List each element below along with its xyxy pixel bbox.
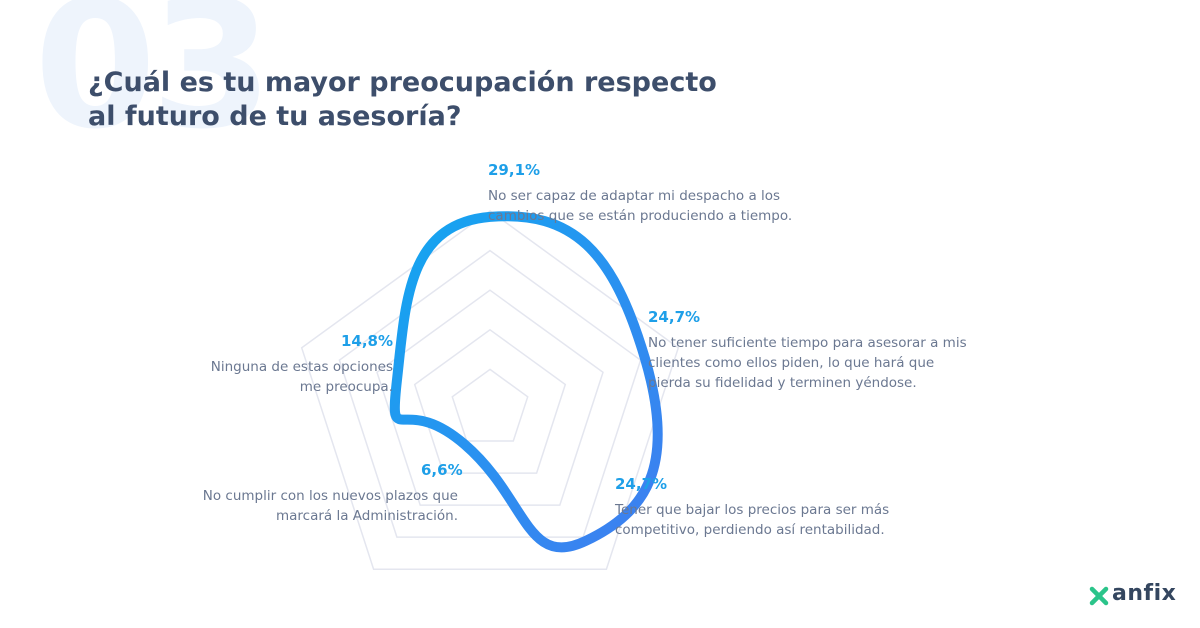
brand-name: anfix [1112,581,1177,606]
grid-ring-2 [413,328,567,474]
axis-label-2: 24,7% Tener que bajar los precios para s… [615,474,915,540]
category-label-3: No cumplir con los nuevos plazos que mar… [202,488,458,524]
page-title: ¿Cuál es tu mayor preocupación respecto … [88,67,717,132]
axis-label-0: 29,1% No ser capaz de adaptar mi despach… [488,160,828,226]
value-label-0: 29,1% [488,161,541,179]
axis-label-4: 14,8% Ninguna de estas opciones me preoc… [190,331,393,397]
category-label-1: No tener suficiente tiempo para asesorar… [648,335,967,391]
value-label-2: 24,7% [615,475,668,493]
value-label-4: 14,8% [340,332,393,350]
grid-ring-1 [451,368,529,442]
anfix-x-icon [1089,586,1109,605]
grid-ring-5 [300,210,680,570]
grid-ring-4 [338,249,642,538]
brand-logo: anfix [1089,582,1176,606]
category-label-0: No ser capaz de adaptar mi despacho a lo… [488,188,793,224]
category-label-2: Tener que bajar los precios para ser más… [615,502,890,538]
value-label-3: 6,6% [421,461,463,479]
axis-label-1: 24,7% No tener suficiente tiempo para as… [648,307,978,393]
section-number: 03 [34,0,273,168]
category-label-4: Ninguna de estas opciones me preocupa. [210,359,393,395]
value-label-1: 24,7% [648,308,701,326]
series-line [389,211,663,553]
